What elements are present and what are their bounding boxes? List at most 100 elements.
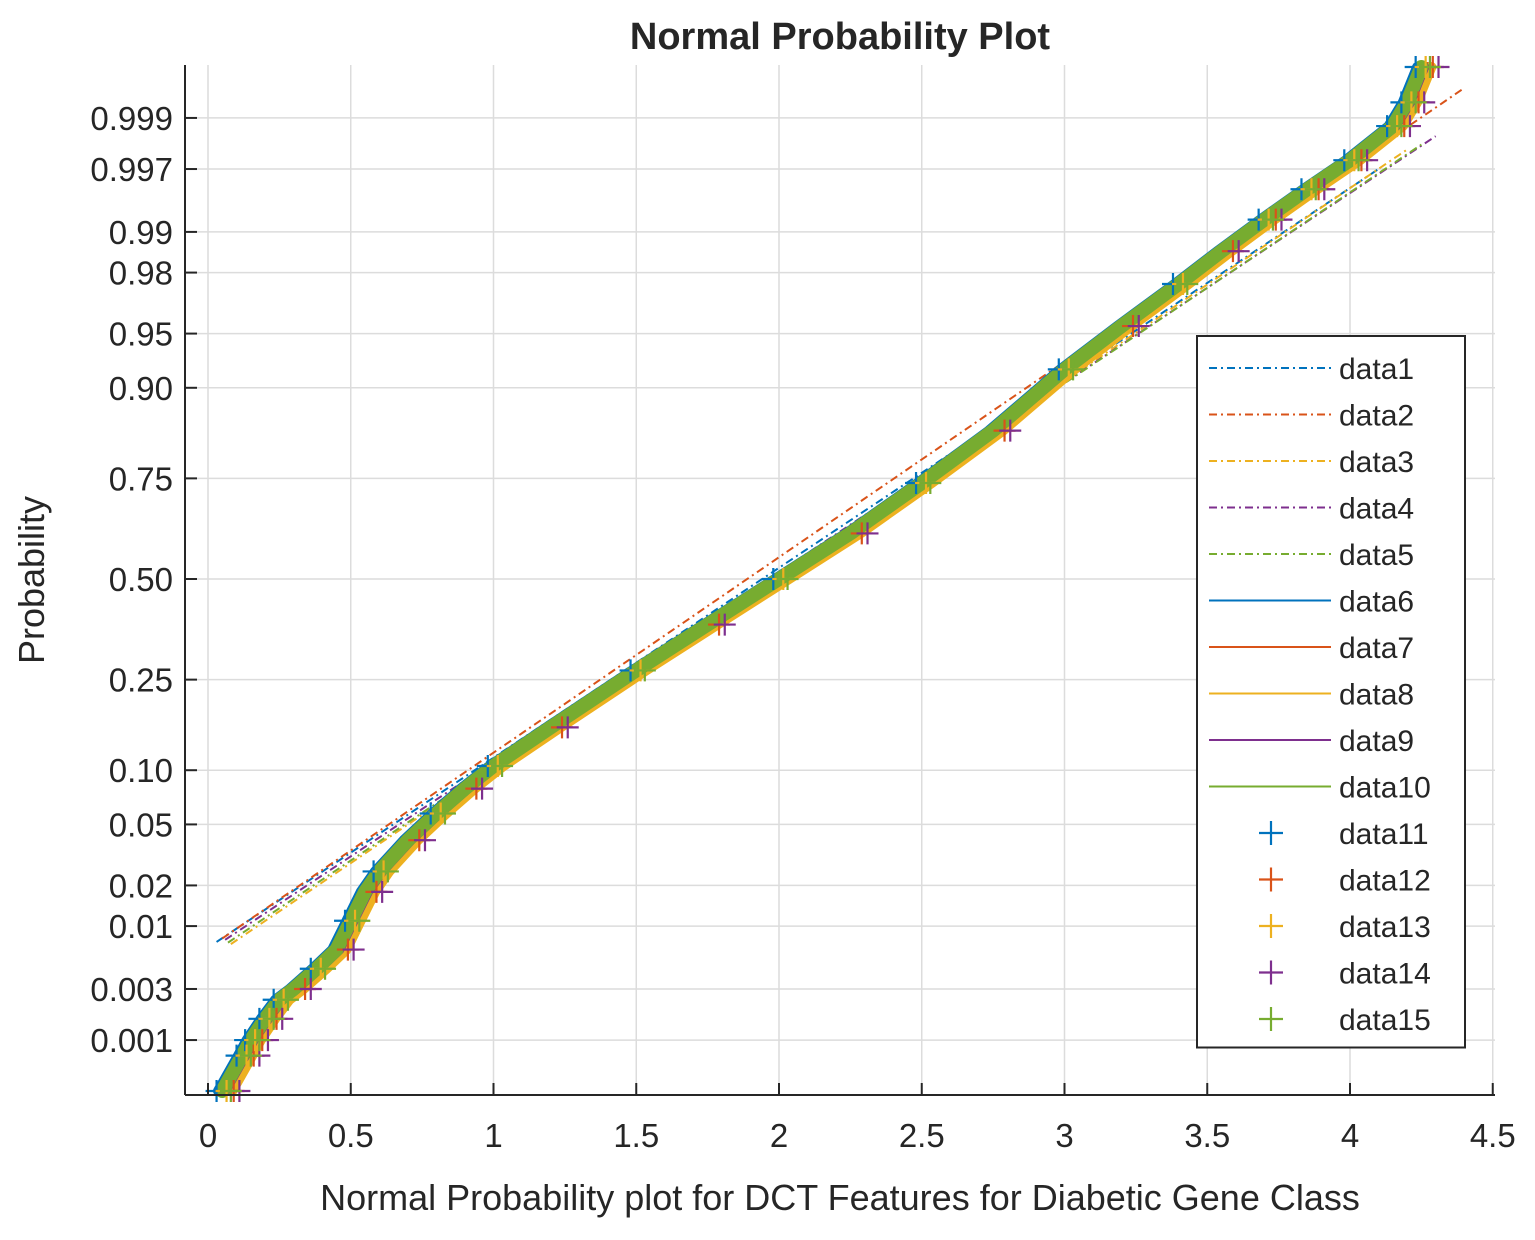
legend-label-data2: data2 (1339, 400, 1414, 433)
x-tick-label: 0 (199, 1117, 217, 1154)
legend-box (1196, 335, 1466, 1049)
markers-data15 (219, 56, 1441, 1102)
marker-data15 (262, 1007, 285, 1030)
y-tick-label: 0.95 (109, 316, 173, 353)
legend-item-data5: data5 (1209, 539, 1414, 572)
marker-data15 (1062, 358, 1085, 381)
y-tick-label: 0.003 (90, 971, 173, 1008)
x-tick-label: 4 (1341, 1117, 1359, 1154)
x-tick-label: 3 (1055, 1117, 1073, 1154)
marker-data14 (999, 419, 1022, 442)
y-tick-label: 0.99 (109, 214, 173, 251)
marker-data14 (413, 829, 436, 852)
legend-label-data8: data8 (1339, 679, 1414, 712)
reference-line-data1 (216, 168, 1380, 943)
marker-data14 (556, 716, 579, 739)
legend-label-data1: data1 (1339, 353, 1414, 386)
curve-data10 (215, 60, 1429, 1098)
marker-data15 (239, 1044, 262, 1067)
legend-label-data7: data7 (1339, 632, 1414, 665)
legend-item-data6: data6 (1209, 586, 1414, 619)
chart-title: Normal Probability Plot (630, 16, 1051, 58)
legend-label-data15: data15 (1339, 1004, 1431, 1037)
marker-data15 (376, 860, 399, 883)
legend-item-data14: data14 (1259, 958, 1431, 991)
y-tick-label: 0.001 (90, 1022, 173, 1059)
legend-label-data6: data6 (1339, 586, 1414, 619)
y-tick-label: 0.25 (109, 662, 173, 699)
marker-data15 (1304, 178, 1327, 201)
marker-data14 (856, 522, 879, 545)
axes (184, 65, 1495, 1096)
legend-item-data3: data3 (1209, 446, 1414, 479)
legend-label-data11: data11 (1339, 818, 1429, 851)
x-tick-label: 1.5 (613, 1117, 659, 1154)
marker-data15 (219, 1080, 242, 1102)
y-tick-label: 0.999 (90, 100, 173, 137)
legend-item-data4: data4 (1209, 493, 1414, 526)
x-axis-label: Normal Probability plot for DCT Features… (320, 1177, 1360, 1218)
marker-data15 (491, 755, 514, 778)
legend-label-data14: data14 (1339, 958, 1431, 991)
legend-label-data10: data10 (1339, 772, 1431, 805)
marker-data15 (276, 988, 299, 1011)
legend-label-data13: data13 (1339, 911, 1431, 944)
data-curves (205, 56, 1450, 1102)
legend-item-data9: data9 (1209, 725, 1414, 758)
legend-label-data9: data9 (1339, 725, 1414, 758)
y-tick-label: 0.997 (90, 151, 173, 188)
y-tick-label: 0.10 (109, 752, 173, 789)
y-tick-label: 0.05 (109, 806, 173, 843)
x-tick-label: 1 (484, 1117, 502, 1154)
marker-data14 (371, 880, 394, 903)
marker-data15 (633, 659, 656, 682)
legend-item-data11: data11 (1259, 818, 1429, 851)
marker-data15 (433, 802, 456, 825)
marker-data15 (1347, 149, 1370, 172)
legend-label-data5: data5 (1339, 539, 1414, 572)
legend-item-data8: data8 (1209, 679, 1414, 712)
legend: data1 data2 data3 data4 data5 data6 data7 data8… (1196, 335, 1466, 1049)
legend-item-data1: data1 (1209, 353, 1414, 386)
marker-data14 (299, 977, 322, 1000)
legend-marker-data15 (1259, 1007, 1283, 1031)
x-tick-label: 3.5 (1184, 1117, 1230, 1154)
legend-marker-data11 (1259, 821, 1283, 845)
x-tick-label: 2.5 (899, 1117, 945, 1154)
x-tick-label: 4.5 (1470, 1117, 1516, 1154)
y-axis-label: Probability (11, 496, 52, 664)
marker-data14 (342, 938, 365, 961)
y-tick-label: 0.98 (109, 255, 173, 292)
y-tick-label: 0.75 (109, 460, 173, 497)
marker-data14 (471, 777, 494, 800)
y-tick-label: 0.50 (109, 561, 173, 598)
marker-data15 (1261, 208, 1284, 231)
marker-data15 (1390, 115, 1413, 138)
legend-item-data7: data7 (1209, 632, 1414, 665)
y-tick-label: 0.02 (109, 867, 173, 904)
tick-labels: 0 0.5 1 1.5 2 2.5 3 3.5 4 4.5 0.001 0.003 0.01 0.02 0.… (90, 100, 1515, 1154)
reference-line-data5 (227, 143, 1422, 944)
marker-data14 (1127, 315, 1150, 338)
marker-data15 (919, 472, 942, 495)
marker-data15 (1404, 91, 1427, 114)
x-tick-label: 2 (770, 1117, 788, 1154)
legend-marker-data14 (1259, 960, 1283, 985)
legend-marker-data12 (1259, 867, 1283, 892)
marker-data15 (348, 909, 371, 932)
y-tick-label: 0.01 (109, 908, 173, 945)
legend-item-data15: data15 (1259, 1004, 1431, 1037)
marker-data15 (1176, 272, 1199, 295)
legend-marker-data13 (1259, 914, 1283, 938)
legend-label-data4: data4 (1339, 493, 1414, 526)
legend-item-data10: data10 (1209, 772, 1431, 805)
marker-data15 (314, 957, 337, 980)
y-tick-label: 0.90 (109, 370, 173, 407)
marker-data15 (248, 1029, 271, 1052)
legend-item-data13: data13 (1259, 911, 1431, 944)
legend-label-data3: data3 (1339, 446, 1414, 479)
marker-data15 (776, 568, 799, 590)
x-tick-label: 0.5 (328, 1117, 374, 1154)
